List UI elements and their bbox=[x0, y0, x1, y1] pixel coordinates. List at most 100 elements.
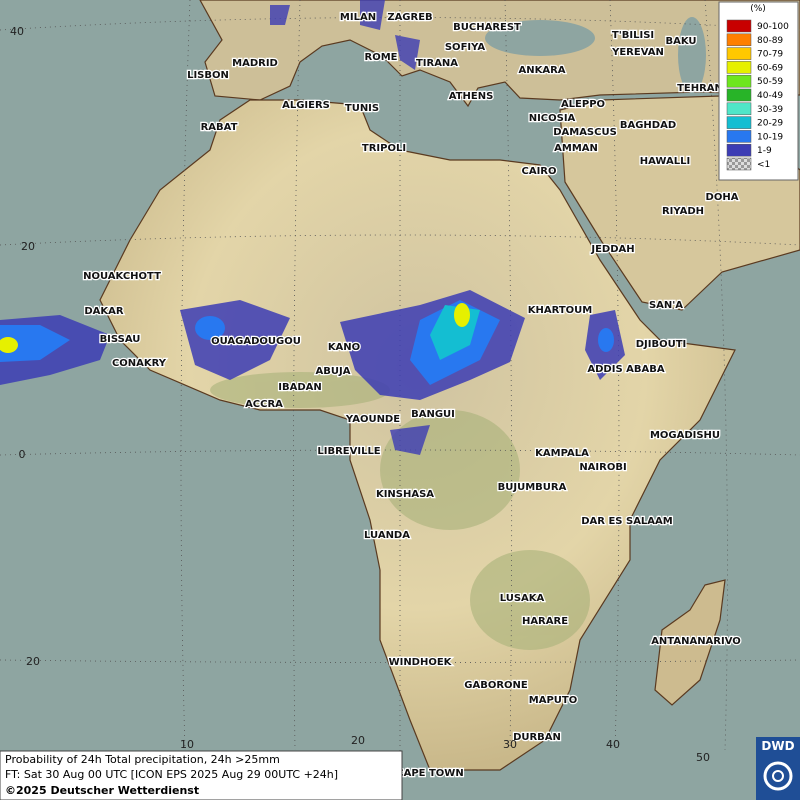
lat-label: 40 bbox=[10, 25, 24, 38]
city-label: YEREVAN bbox=[611, 47, 664, 58]
lon-label: 30 bbox=[503, 738, 517, 751]
city-label: T'BILISI bbox=[612, 30, 654, 41]
city-label: KHARTOUM bbox=[528, 305, 593, 316]
legend-label: 10-19 bbox=[757, 132, 783, 142]
legend-swatch bbox=[726, 33, 752, 47]
lon-label: 40 bbox=[606, 738, 620, 751]
legend-swatch bbox=[726, 130, 752, 143]
city-label: ROME bbox=[365, 52, 398, 63]
city-label: KANO bbox=[328, 342, 360, 353]
grid-labels: 40 20 0 20 10 20 30 40 50 bbox=[10, 25, 710, 764]
city-label: LISBON bbox=[187, 70, 229, 81]
lat-label: 0 bbox=[19, 448, 26, 461]
logo-text: DWD bbox=[761, 739, 794, 753]
lat-label: 20 bbox=[26, 655, 40, 668]
legend-swatch bbox=[726, 102, 752, 116]
caption-line: ©2025 Deutscher Wetterdienst bbox=[5, 784, 199, 797]
city-label: JEDDAH bbox=[590, 244, 634, 255]
legend-swatch bbox=[726, 116, 752, 129]
legend-swatch bbox=[726, 157, 752, 171]
legend-label: 1-9 bbox=[757, 146, 772, 156]
caption-line: FT: Sat 30 Aug 00 UTC [ICON EPS 2025 Aug… bbox=[5, 768, 338, 781]
legend-swatch bbox=[726, 19, 752, 33]
lon-label: 10 bbox=[180, 738, 194, 751]
city-label: CONAKRY bbox=[112, 358, 167, 369]
city-label: DAKAR bbox=[84, 306, 124, 317]
city-label: SAN'A bbox=[649, 300, 683, 311]
city-label: AMMAN bbox=[554, 143, 598, 154]
city-label: BANGUI bbox=[411, 409, 455, 420]
city-label: ABUJA bbox=[316, 366, 351, 377]
city-label: ZAGREB bbox=[387, 12, 432, 23]
black-sea bbox=[485, 20, 595, 56]
legend-swatch bbox=[726, 88, 752, 102]
legend-title: (%) bbox=[750, 4, 766, 14]
legend-label: 80-89 bbox=[757, 36, 783, 46]
city-label: TUNIS bbox=[345, 103, 379, 114]
legend-label: 70-79 bbox=[757, 50, 783, 60]
city-label: LUANDA bbox=[364, 530, 410, 541]
city-label: LUSAKA bbox=[500, 593, 545, 604]
logo-icon bbox=[763, 761, 793, 791]
city-label: MILAN bbox=[340, 12, 376, 23]
city-label: HAWALLI bbox=[640, 156, 690, 167]
city-label: TIRANA bbox=[416, 58, 458, 69]
caspian-sea bbox=[678, 17, 706, 93]
city-label: NAIROBI bbox=[579, 462, 626, 473]
city-labels: MILAN ZAGREB BUCHAREST T'BILISI BAKU ROME SOFI… bbox=[82, 11, 742, 781]
city-label: NICOSIA bbox=[529, 113, 576, 124]
city-label: ANTANANARIVO bbox=[651, 636, 741, 647]
city-label: RIYADH bbox=[662, 206, 704, 217]
city-label: TRIPOLI bbox=[362, 143, 406, 154]
legend-swatch bbox=[726, 74, 752, 88]
city-label: SOFIYA bbox=[445, 42, 486, 53]
legend: (%) 90-100 80-89 70-79 60-69 50-59 40-49 30-39… bbox=[718, 1, 799, 181]
city-label: MADRID bbox=[232, 58, 278, 69]
city-label: KAMPALA bbox=[535, 448, 589, 459]
lon-label: 20 bbox=[351, 734, 365, 747]
legend-label: <1 bbox=[757, 160, 770, 170]
city-label: CAPE TOWN bbox=[396, 768, 463, 779]
city-label: MAPUTO bbox=[529, 695, 577, 706]
city-label: IBADAN bbox=[278, 382, 322, 393]
city-label: BAKU bbox=[665, 36, 696, 47]
city-label: CAIRO bbox=[522, 166, 557, 177]
city-label: DJIBOUTI bbox=[636, 339, 687, 350]
lon-label: 50 bbox=[696, 751, 710, 764]
city-label: YAOUNDE bbox=[345, 414, 400, 425]
city-label: DAMASCUS bbox=[553, 127, 617, 138]
city-label: BUJUMBURA bbox=[498, 482, 567, 493]
legend-label: 20-29 bbox=[757, 119, 783, 129]
legend-swatch bbox=[726, 61, 752, 74]
city-label: BUCHAREST bbox=[453, 22, 521, 33]
legend-label: 50-59 bbox=[757, 77, 783, 87]
city-label: NOUAKCHOTT bbox=[83, 271, 161, 282]
city-label: BISSAU bbox=[100, 334, 141, 345]
caption-line: Probability of 24h Total precipitation, … bbox=[5, 753, 280, 766]
city-label: ANKARA bbox=[518, 65, 565, 76]
city-label: GABORONE bbox=[464, 680, 528, 691]
city-label: DAR ES SALAAM bbox=[581, 516, 673, 527]
lat-label: 20 bbox=[21, 240, 35, 253]
logo: DWD bbox=[756, 737, 800, 800]
legend-label: 40-49 bbox=[757, 91, 783, 101]
city-label: ALGIERS bbox=[282, 100, 330, 111]
city-label: OUAGADOUGOU bbox=[211, 336, 301, 347]
city-label: DURBAN bbox=[513, 732, 561, 743]
precipitation bbox=[0, 0, 625, 455]
legend-label: 60-69 bbox=[757, 63, 783, 73]
city-label: BAGHDAD bbox=[620, 120, 676, 131]
legend-swatch bbox=[726, 47, 752, 60]
city-label: MOGADISHU bbox=[650, 430, 720, 441]
city-label: ACCRA bbox=[245, 399, 283, 410]
legend-swatch bbox=[726, 143, 752, 157]
city-label: DOHA bbox=[706, 192, 739, 203]
city-label: LIBREVILLE bbox=[317, 446, 380, 457]
city-label: ALEPPO bbox=[561, 99, 605, 110]
city-label: ATHENS bbox=[449, 91, 494, 102]
logo-icon bbox=[772, 770, 784, 782]
city-label: TEHRAN bbox=[677, 83, 723, 94]
city-label: HARARE bbox=[522, 616, 568, 627]
legend-label: 30-39 bbox=[757, 105, 783, 115]
